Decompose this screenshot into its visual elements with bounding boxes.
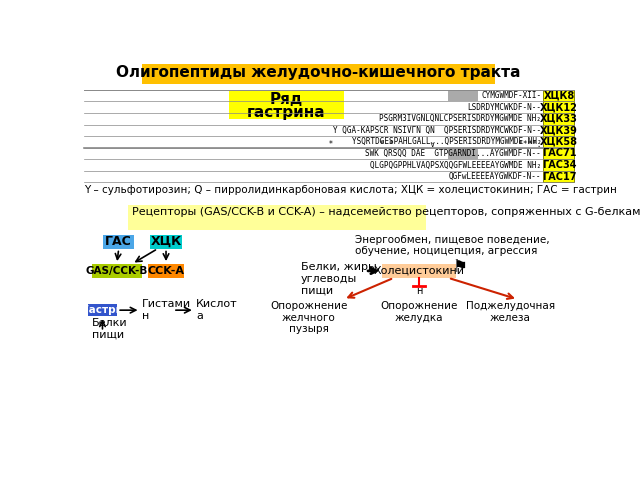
Text: YSQRTDGESPAHLGALL...QPSЕRISDRDYMGWMDE NH₂: YSQRTDGESPAHLGALL...QPSЕRISDRDYMGWMDE NH… <box>351 137 541 146</box>
Bar <box>543 90 575 101</box>
Text: Гастри: Гастри <box>82 305 123 315</box>
Bar <box>543 171 575 182</box>
Text: ХЦК58: ХЦК58 <box>540 137 578 147</box>
Text: CYMGWMDF-XII-: CYMGWMDF-XII- <box>481 91 541 100</box>
Bar <box>88 304 117 316</box>
Bar <box>448 148 477 159</box>
Text: GAS/CCK-B: GAS/CCK-B <box>86 266 148 276</box>
Text: Опорожнение
желчного
пузыря: Опорожнение желчного пузыря <box>270 301 348 334</box>
Text: ГАС71: ГАС71 <box>541 148 576 158</box>
Text: Ряд: Ряд <box>269 92 303 107</box>
Text: Холецистокини: Холецистокини <box>374 266 465 276</box>
Text: QLGPQGPPHLVAQPSXQQGFWLEEEEAYGWMDE NH₂: QLGPQGPPHLVAQPSXQQGFWLEEEEAYGWMDE NH₂ <box>370 160 541 169</box>
Bar <box>103 235 134 249</box>
Text: Y QGA-KAPSCR NSIVГN QN  QPSЕRISDRDYMCWKDF-N--: Y QGA-KAPSCR NSIVГN QN QPSЕRISDRDYMCWKDF… <box>333 126 541 135</box>
Bar <box>543 101 575 113</box>
Bar <box>543 159 575 171</box>
Text: Опорожнение
желудка: Опорожнение желудка <box>380 301 458 323</box>
Text: SWK QRSQQ DAE  GTPGARNDI...AYGWMDF-N--: SWK QRSQQ DAE GTPGARNDI...AYGWMDF-N-- <box>365 149 541 158</box>
Text: ХЦК: ХЦК <box>150 235 182 248</box>
Text: н: н <box>416 286 422 296</box>
Text: CCK-A: CCK-A <box>148 266 184 276</box>
Text: Олигопептиды желудочно-кишечного тракта: Олигопептиды желудочно-кишечного тракта <box>116 64 520 80</box>
Bar <box>148 264 184 278</box>
Text: ГАС17: ГАС17 <box>541 171 576 181</box>
Bar <box>142 64 495 84</box>
Text: Кислот
а: Кислот а <box>196 300 238 321</box>
Bar <box>543 125 575 136</box>
Text: Гистами
н: Гистами н <box>142 300 191 321</box>
Bar <box>150 235 182 249</box>
Bar <box>448 90 477 101</box>
Text: *          * *        v                  ****.: * * * v ****. <box>287 140 541 149</box>
Text: LSDRDYMCWKDF-N--: LSDRDYMCWKDF-N-- <box>467 103 541 112</box>
Text: ГАС34: ГАС34 <box>541 160 576 170</box>
Bar <box>229 92 344 119</box>
Text: гастрина: гастрина <box>247 105 326 120</box>
Bar <box>92 264 142 278</box>
Text: Белки, жиры,
углеводы
пищи: Белки, жиры, углеводы пищи <box>301 263 380 296</box>
Text: Поджелудочная
железа: Поджелудочная железа <box>465 301 555 323</box>
Text: ХЦК8: ХЦК8 <box>543 91 575 101</box>
Text: Белки
пищи: Белки пищи <box>92 318 127 339</box>
Text: Y – сульфотирозин; Q – пирролидинкарбоновая кислота; ХЦК = холецистокинин; ГАС =: Y – сульфотирозин; Q – пирролидинкарбоно… <box>84 185 617 195</box>
Bar <box>543 113 575 125</box>
Text: ХЦК33: ХЦК33 <box>540 114 578 124</box>
Bar <box>543 148 575 159</box>
Text: Рецепторы (GAS/CCK-B и CCK-A) – надсемейство рецепторов, сопряженных с G-белками: Рецепторы (GAS/CCK-B и CCK-A) – надсемей… <box>132 207 640 217</box>
Text: ХЦК12: ХЦК12 <box>540 102 578 112</box>
Bar <box>128 205 426 230</box>
Text: Энергообмен, пищевое поведение,
обучение, ноцицепция, агрессия: Энергообмен, пищевое поведение, обучение… <box>355 235 550 256</box>
Bar <box>382 264 456 278</box>
Text: PSGRM3IVGNLQNLCPSЕRISDRDYMGWMDE NH₂: PSGRM3IVGNLQNLCPSЕRISDRDYMGWMDE NH₂ <box>380 114 541 123</box>
Text: ГАС: ГАС <box>106 235 132 248</box>
Bar <box>543 136 575 148</box>
Text: ⚑: ⚑ <box>452 258 467 276</box>
Text: QGFwLEEEEAYGWKDF-N--: QGFwLEEEEAYGWKDF-N-- <box>449 172 541 181</box>
Text: ХЦК39: ХЦК39 <box>540 125 578 135</box>
